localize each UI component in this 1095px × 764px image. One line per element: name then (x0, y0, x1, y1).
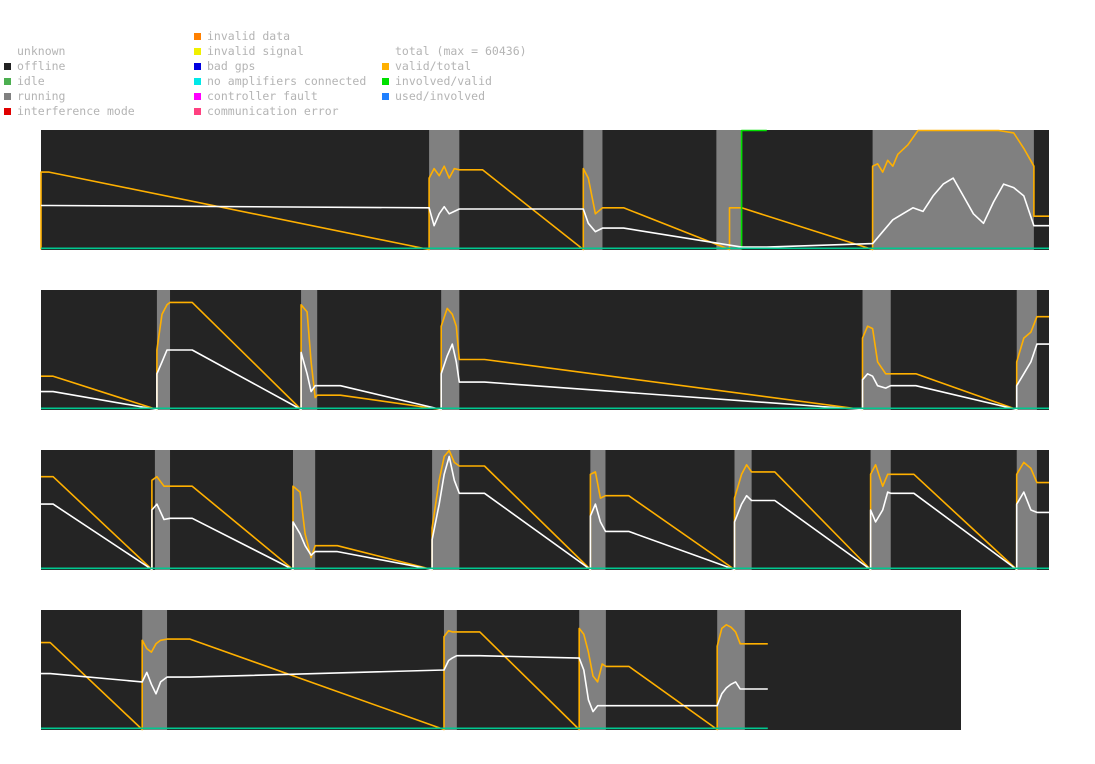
running-band (429, 130, 460, 250)
running-band (583, 130, 603, 250)
chart-panel-2 (41, 290, 1049, 411)
running-band (443, 610, 457, 730)
legend-swatch (4, 93, 11, 100)
legend-label: total (max = 60436) (395, 44, 527, 58)
legend-label: invalid data (207, 29, 291, 43)
series-line-total (41, 654, 768, 713)
chart-panel-3 (41, 449, 1049, 571)
legend-label: invalid signal (207, 44, 304, 58)
running-band (734, 450, 752, 570)
running-band (1016, 290, 1037, 410)
legend-label: idle (17, 74, 45, 88)
legend-swatch (4, 63, 11, 70)
legend-label: interference mode (17, 104, 135, 118)
running-band (872, 130, 1034, 250)
running-band (154, 450, 171, 570)
panel-background (41, 450, 1049, 570)
legend-swatch (194, 108, 201, 115)
legend-label: involved/valid (395, 74, 492, 88)
chart-panel-1 (40, 129, 1049, 251)
legend-swatch (4, 108, 11, 115)
running-band (293, 450, 316, 570)
legend-swatch (194, 63, 201, 70)
legend-swatch (194, 48, 201, 55)
series-line-total (41, 177, 1049, 248)
legend-label: bad gps (207, 59, 256, 73)
chart-panel-4 (41, 610, 961, 731)
running-band (862, 290, 891, 410)
legend-swatch (4, 78, 11, 85)
legend-swatch (382, 93, 389, 100)
legend-swatch (382, 63, 389, 70)
running-band (142, 610, 168, 730)
series-line-total (41, 343, 1049, 411)
legend-label: controller fault (207, 89, 318, 103)
running-band (1016, 450, 1037, 570)
series-line-total (41, 455, 1049, 571)
legend-label: used/involved (395, 89, 486, 103)
legend-label: offline (17, 59, 66, 73)
legend-label: unknown (17, 44, 66, 58)
series-line-valid-total (40, 129, 1049, 251)
series-line-valid-total (41, 623, 768, 731)
legend-swatch (194, 93, 201, 100)
legend-label: running (17, 89, 66, 103)
legend-swatch (194, 33, 201, 40)
series-line-involved-valid (740, 129, 767, 250)
legend-label: communication error (207, 104, 339, 118)
running-band (590, 450, 606, 570)
legend-label: no amplifiers connected (207, 74, 367, 88)
legend-label: valid/total (395, 59, 472, 73)
legend-swatch (194, 78, 201, 85)
legend-swatch (382, 78, 389, 85)
running-band (156, 290, 171, 410)
panel-background (41, 610, 961, 730)
legend: unknown offline idle running interferenc… (0, 0, 1095, 125)
series-line-valid-total (41, 301, 1049, 411)
